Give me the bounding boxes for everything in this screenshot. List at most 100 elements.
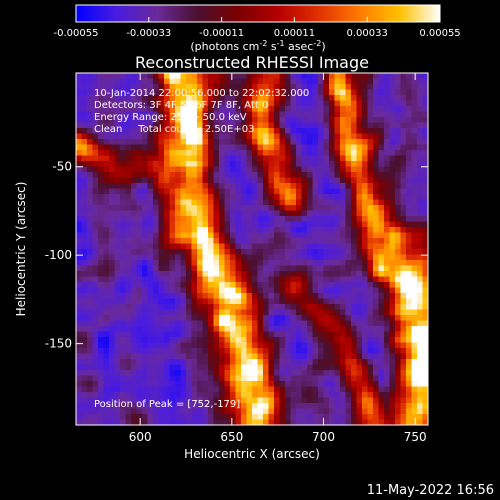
heatmap-cell	[301, 320, 308, 327]
heatmap-cell	[153, 419, 159, 425]
heatmap-cell	[169, 392, 176, 398]
heatmap-cell	[246, 276, 253, 283]
heatmap-cell	[235, 254, 242, 261]
heatmap-cell	[180, 370, 187, 376]
heatmap-cell	[87, 276, 93, 283]
heatmap-cell	[345, 205, 352, 211]
heatmap-cell	[367, 89, 374, 96]
heatmap-cell	[191, 364, 198, 371]
heatmap-cell	[351, 150, 357, 156]
heatmap-cell	[406, 353, 412, 360]
heatmap-cell	[296, 210, 302, 217]
heatmap-cell	[307, 370, 313, 376]
heatmap-cell	[114, 78, 121, 85]
heatmap-cell	[384, 150, 390, 156]
heatmap-cell	[389, 353, 396, 360]
heatmap-cell	[241, 194, 247, 200]
heatmap-cell	[257, 337, 264, 343]
heatmap-cell	[307, 172, 313, 178]
heatmap-cell	[81, 150, 88, 156]
heatmap-cell	[197, 177, 203, 184]
heatmap-cell	[307, 348, 313, 354]
heatmap-cell	[98, 216, 104, 222]
heatmap-cell	[323, 84, 330, 90]
heatmap-cell	[318, 139, 324, 145]
heatmap-cell	[384, 155, 390, 162]
heatmap-cell	[422, 326, 428, 332]
heatmap-cell	[87, 282, 93, 288]
heatmap-cell	[246, 265, 253, 272]
heatmap-cell	[263, 381, 269, 387]
heatmap-cell	[202, 287, 209, 294]
heatmap-cell	[202, 139, 209, 145]
heatmap-cell	[356, 370, 363, 376]
heatmap-cell	[417, 370, 423, 376]
heatmap-cell	[400, 166, 407, 173]
heatmap-cell	[263, 392, 269, 398]
heatmap-cell	[186, 238, 192, 244]
heatmap-cell	[290, 375, 297, 382]
heatmap-cell	[285, 78, 291, 85]
heatmap-cell	[235, 155, 242, 162]
heatmap-cell	[224, 348, 231, 354]
heatmap-cell	[125, 150, 132, 156]
chart-title: Reconstructed RHESSI Image	[135, 53, 369, 72]
heatmap-cell	[197, 100, 203, 107]
heatmap-cell	[98, 265, 104, 272]
heatmap-cell	[378, 199, 385, 206]
heatmap-cell	[241, 392, 247, 398]
heatmap-cell	[208, 320, 214, 327]
heatmap-cell	[197, 172, 203, 178]
heatmap-cell	[378, 260, 385, 266]
heatmap-cell	[224, 117, 231, 123]
heatmap-cell	[406, 205, 412, 211]
heatmap-cell	[81, 381, 88, 387]
heatmap-cell	[142, 183, 148, 189]
heatmap-cell	[109, 392, 115, 398]
heatmap-cell	[120, 304, 126, 310]
x-tick-label: 700	[312, 430, 335, 444]
heatmap-cell	[252, 232, 258, 239]
heatmap-cell	[76, 243, 82, 250]
heatmap-cell	[169, 199, 176, 206]
heatmap-cell	[109, 188, 115, 195]
heatmap-cell	[213, 122, 220, 129]
heatmap-cell	[180, 106, 187, 112]
heatmap-cell	[268, 337, 275, 343]
heatmap-cell	[312, 282, 319, 288]
heatmap-cell	[87, 304, 93, 310]
heatmap-cell	[169, 155, 176, 162]
heatmap-cell	[136, 414, 143, 420]
heatmap-cell	[296, 320, 302, 327]
heatmap-cell	[367, 232, 374, 239]
heatmap-cell	[224, 166, 231, 173]
heatmap-cell	[411, 320, 418, 327]
heatmap-cell	[213, 205, 220, 211]
heatmap-cell	[395, 73, 401, 79]
heatmap-cell	[109, 117, 115, 123]
heatmap-cell	[384, 293, 390, 299]
heatmap-cell	[230, 188, 236, 195]
heatmap-cell	[395, 326, 401, 332]
heatmap-cell	[301, 419, 308, 425]
heatmap-cell	[296, 111, 302, 118]
heatmap-cell	[246, 183, 253, 189]
heatmap-cell	[164, 320, 170, 327]
heatmap-cell	[395, 95, 401, 101]
heatmap-cell	[384, 403, 390, 409]
heatmap-cell	[307, 403, 313, 409]
heatmap-cell	[378, 392, 385, 398]
heatmap-cell	[109, 111, 115, 118]
heatmap-cell	[136, 78, 143, 85]
heatmap-cells	[76, 73, 428, 425]
heatmap-cell	[241, 166, 247, 173]
heatmap-cell	[340, 243, 346, 250]
heatmap-cell	[136, 419, 143, 425]
heatmap-cell	[318, 419, 324, 425]
heatmap-cell	[92, 89, 99, 96]
heatmap-cell	[362, 155, 368, 162]
heatmap-cell	[158, 238, 165, 244]
heatmap-cell	[340, 89, 346, 96]
heatmap-cell	[164, 117, 170, 123]
heatmap-cell	[175, 199, 181, 206]
